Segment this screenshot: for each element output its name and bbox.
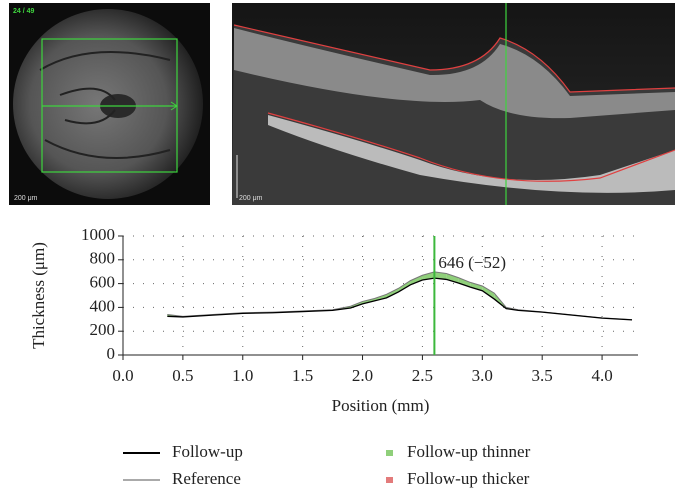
y-tick-label: 800 bbox=[90, 249, 116, 268]
legend-label: Reference bbox=[172, 469, 241, 488]
y-tick-label: 1000 bbox=[81, 225, 115, 244]
x-tick-label: 1.5 bbox=[292, 366, 313, 385]
scale-label: 200 μm bbox=[14, 195, 38, 202]
legend-swatch bbox=[386, 477, 393, 483]
y-tick-label: 400 bbox=[90, 296, 116, 315]
x-tick-label: 4.0 bbox=[591, 366, 612, 385]
difference-fill bbox=[386, 288, 399, 298]
frame-label: 24 / 49 bbox=[13, 8, 35, 15]
legend-label: Follow-up thicker bbox=[407, 469, 530, 488]
difference-fill bbox=[410, 275, 423, 285]
series-line bbox=[167, 277, 633, 321]
x-tick-label: 2.0 bbox=[352, 366, 373, 385]
x-axis-label: Position (mm) bbox=[332, 396, 430, 415]
x-tick-label: 2.5 bbox=[412, 366, 433, 385]
fundus-image: 24 / 49 200 μm bbox=[9, 3, 210, 205]
series-line bbox=[167, 271, 633, 321]
bscan-image: 200 μm bbox=[232, 3, 675, 205]
difference-fill bbox=[458, 277, 471, 288]
difference-fill bbox=[446, 273, 459, 284]
y-axis-label: Thickness (μm) bbox=[29, 242, 48, 349]
difference-fill bbox=[470, 282, 483, 291]
y-tick-label: 600 bbox=[90, 273, 116, 292]
x-tick-label: 3.5 bbox=[532, 366, 553, 385]
y-tick-label: 200 bbox=[90, 320, 116, 339]
difference-fill bbox=[398, 280, 411, 292]
x-tick-label: 1.0 bbox=[232, 366, 253, 385]
legend-label: Follow-up bbox=[172, 442, 243, 461]
chart: 0 200 400 600 800 1000 0.0 0.5 1.0 1.5 2.0 2.5 3.0 3.… bbox=[29, 225, 638, 488]
difference-fill bbox=[482, 285, 495, 300]
x-tick-label: 3.0 bbox=[472, 366, 493, 385]
x-tick-label: 0.5 bbox=[172, 366, 193, 385]
legend-label: Follow-up thinner bbox=[407, 442, 531, 461]
y-tick-label: 0 bbox=[107, 344, 116, 363]
cursor-label: 646 (−52) bbox=[438, 253, 506, 272]
legend-swatch bbox=[386, 450, 393, 456]
difference-fill bbox=[374, 294, 387, 301]
x-tick-label: 0.0 bbox=[112, 366, 133, 385]
difference-fill bbox=[434, 271, 447, 280]
scale-label: 200 μm bbox=[239, 195, 263, 202]
